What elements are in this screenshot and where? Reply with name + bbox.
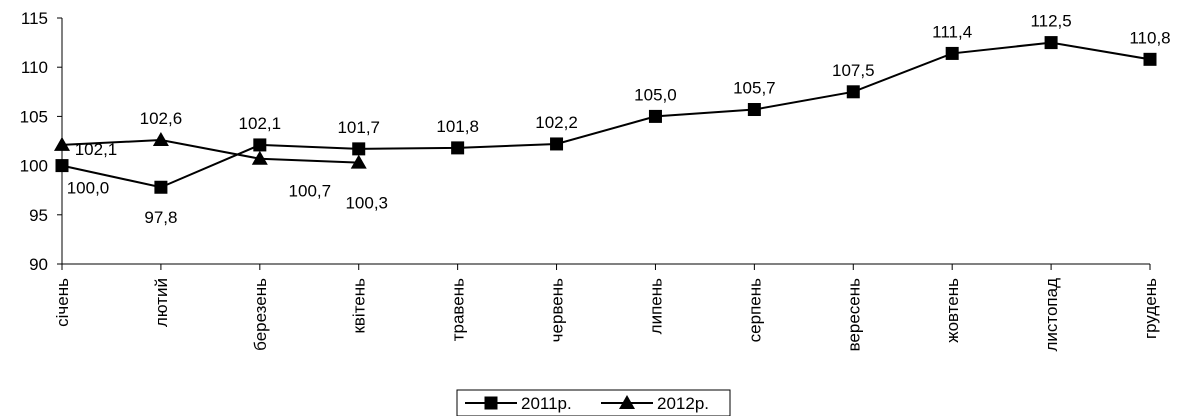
data-label: 112,5: [1030, 12, 1071, 31]
square-marker: [451, 141, 465, 155]
data-label: 100,7: [289, 182, 332, 201]
square-marker: [253, 138, 267, 152]
square-marker: [154, 180, 168, 194]
series-line-2011: [61, 41, 1151, 189]
square-marker: [747, 103, 761, 117]
data-label: 97,8: [144, 208, 177, 227]
legend-label: 2011р.: [521, 394, 572, 413]
x-tick-label: серпень: [745, 278, 764, 342]
series-line-2012: [61, 139, 359, 164]
legend: 2011р. 2012р.: [456, 389, 731, 416]
x-tick-label: липень: [646, 278, 665, 334]
legend-label: 2012р.: [657, 394, 709, 413]
x-tick-label: листопад: [1042, 278, 1061, 352]
y-tick-label: 95: [29, 206, 48, 225]
triangle-marker: [54, 136, 70, 151]
data-label: 102,6: [140, 109, 183, 128]
square-marker: [1044, 36, 1058, 50]
legend-marker: [484, 396, 498, 410]
triangle-marker: [152, 132, 169, 147]
data-label: 101,8: [436, 117, 479, 136]
square-marker: [1143, 52, 1157, 66]
y-tick-label: 100: [20, 157, 48, 176]
y-tick-label: 115: [21, 9, 48, 28]
x-tick-label: січень: [53, 278, 72, 327]
data-label: 107,5: [832, 61, 875, 80]
data-label: 110,8: [1129, 28, 1170, 47]
square-marker: [846, 85, 860, 99]
square-marker: [550, 137, 564, 151]
data-label: 100,3: [345, 194, 388, 213]
y-tick-label: 105: [20, 107, 48, 126]
data-label: 101,7: [337, 118, 380, 137]
y-tick-label: 90: [29, 255, 48, 274]
x-tick-label: травень: [449, 278, 468, 341]
x-tick-label: червень: [548, 278, 567, 342]
square-marker: [648, 109, 662, 123]
x-tick-label: березень: [251, 278, 270, 351]
axes: 90 95 100 105 110 115 січень лютий березень квіте…: [20, 9, 1160, 352]
y-tick-label: 110: [21, 58, 48, 77]
x-tick-label: квітень: [350, 278, 369, 334]
legend-marker: [619, 395, 635, 409]
data-labels: 100,0 97,8 102,1 101,7 101,8 102,2 105,0 105,7 1…: [67, 12, 1171, 228]
data-label: 105,0: [634, 85, 677, 104]
triangle-marker: [251, 150, 268, 165]
triangle-marker: [350, 154, 367, 169]
data-label: 111,4: [932, 22, 972, 41]
x-tick-label: жовтень: [943, 278, 962, 343]
square-marker: [352, 142, 366, 156]
series-group: [54, 36, 1157, 194]
data-label: 102,1: [75, 140, 118, 159]
x-tick-label: лютий: [152, 278, 171, 327]
x-tick-label: вересень: [844, 278, 863, 352]
square-marker: [945, 46, 959, 60]
data-label: 105,7: [733, 79, 776, 98]
data-label: 100,0: [67, 179, 110, 198]
data-label: 102,1: [239, 114, 282, 133]
x-tick-label: грудень: [1141, 278, 1160, 339]
square-marker: [55, 159, 69, 173]
data-label: 102,2: [535, 113, 578, 132]
